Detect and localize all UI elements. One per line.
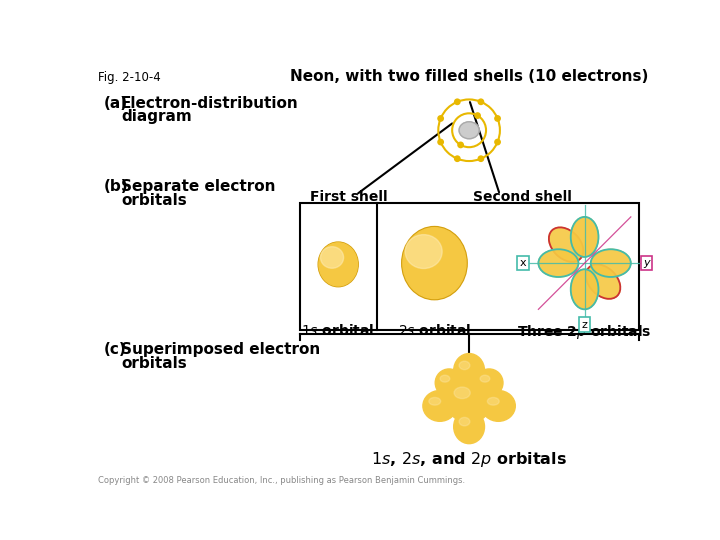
Text: Separate electron: Separate electron bbox=[121, 179, 276, 194]
Circle shape bbox=[454, 156, 460, 161]
Circle shape bbox=[478, 99, 484, 104]
Text: (c): (c) bbox=[104, 342, 126, 357]
Ellipse shape bbox=[318, 242, 359, 287]
Ellipse shape bbox=[446, 377, 492, 423]
Ellipse shape bbox=[440, 375, 450, 382]
Text: $1s$, $2s$, and $2p$ orbitals: $1s$, $2s$, and $2p$ orbitals bbox=[371, 450, 567, 469]
Text: x: x bbox=[520, 258, 526, 268]
Text: Neon, with two filled shells (10 electrons): Neon, with two filled shells (10 electro… bbox=[290, 70, 648, 84]
Circle shape bbox=[495, 139, 500, 145]
Ellipse shape bbox=[571, 269, 598, 309]
Text: z: z bbox=[582, 320, 588, 330]
Text: (a): (a) bbox=[104, 96, 127, 111]
Ellipse shape bbox=[539, 249, 578, 277]
Text: orbitals: orbitals bbox=[121, 193, 186, 207]
Ellipse shape bbox=[475, 369, 503, 397]
Ellipse shape bbox=[402, 227, 467, 300]
Text: orbitals: orbitals bbox=[121, 356, 186, 371]
Ellipse shape bbox=[405, 234, 442, 268]
Text: Fig. 2-10-4: Fig. 2-10-4 bbox=[98, 71, 161, 84]
Text: $1s$ orbital: $1s$ orbital bbox=[302, 323, 375, 338]
Circle shape bbox=[438, 116, 444, 121]
Ellipse shape bbox=[482, 390, 516, 421]
Circle shape bbox=[458, 142, 464, 147]
Ellipse shape bbox=[454, 354, 485, 387]
Text: (b): (b) bbox=[104, 179, 128, 194]
Text: Electron-distribution: Electron-distribution bbox=[121, 96, 299, 111]
Text: Second shell: Second shell bbox=[473, 190, 572, 204]
Circle shape bbox=[454, 99, 460, 104]
Text: Copyright © 2008 Pearson Education, Inc., publishing as Pearson Benjamin Cumming: Copyright © 2008 Pearson Education, Inc.… bbox=[98, 476, 465, 485]
Text: First shell: First shell bbox=[310, 190, 387, 204]
Ellipse shape bbox=[549, 227, 583, 262]
Text: y: y bbox=[643, 258, 649, 268]
Ellipse shape bbox=[571, 217, 598, 257]
Ellipse shape bbox=[459, 361, 470, 370]
Ellipse shape bbox=[459, 122, 479, 139]
Ellipse shape bbox=[454, 410, 485, 444]
Circle shape bbox=[475, 113, 480, 118]
Ellipse shape bbox=[459, 417, 470, 426]
Ellipse shape bbox=[435, 369, 463, 397]
Ellipse shape bbox=[590, 249, 631, 277]
Bar bbox=[300, 204, 639, 330]
Text: Three 2$p$ orbitals: Three 2$p$ orbitals bbox=[517, 323, 652, 341]
Ellipse shape bbox=[480, 375, 490, 382]
Ellipse shape bbox=[429, 397, 441, 405]
Ellipse shape bbox=[454, 387, 470, 399]
Text: $2s$ orbital: $2s$ orbital bbox=[397, 323, 471, 338]
Ellipse shape bbox=[487, 397, 499, 405]
Ellipse shape bbox=[403, 228, 466, 299]
Text: diagram: diagram bbox=[121, 110, 192, 124]
Ellipse shape bbox=[320, 247, 343, 268]
Ellipse shape bbox=[319, 243, 357, 286]
Ellipse shape bbox=[423, 390, 456, 421]
Circle shape bbox=[495, 116, 500, 121]
Text: Superimposed electron: Superimposed electron bbox=[121, 342, 320, 357]
Ellipse shape bbox=[586, 265, 621, 299]
Circle shape bbox=[478, 156, 484, 161]
Circle shape bbox=[438, 139, 444, 145]
